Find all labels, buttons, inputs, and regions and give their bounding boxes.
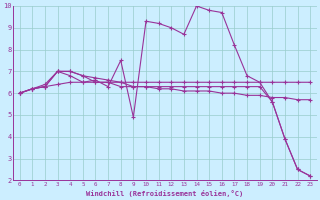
X-axis label: Windchill (Refroidissement éolien,°C): Windchill (Refroidissement éolien,°C) [86,190,244,197]
